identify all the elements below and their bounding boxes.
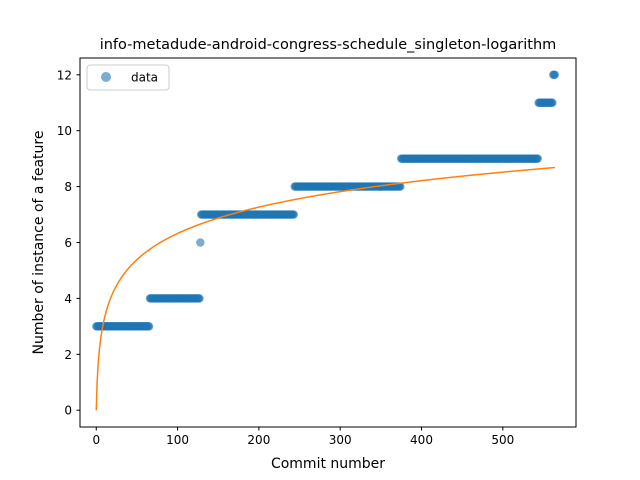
fit-layer — [95, 166, 555, 411]
x-tick-label: 100 — [166, 433, 189, 447]
data-point — [396, 182, 405, 191]
y-axis-ticks: 0 2 4 6 8 10 12 — [57, 68, 80, 418]
y-tick-label: 8 — [64, 180, 72, 194]
x-tick-label: 400 — [410, 433, 433, 447]
legend-label-data: data — [131, 71, 158, 85]
plot-area — [92, 70, 560, 411]
legend-marker-data — [101, 72, 111, 82]
fit-line — [95, 166, 555, 411]
y-tick-label: 2 — [64, 348, 72, 362]
data-point — [289, 210, 299, 219]
x-tick-label: 0 — [92, 433, 100, 447]
y-tick-label: 4 — [64, 292, 72, 306]
data-point — [533, 154, 542, 163]
y-tick-label: 10 — [57, 124, 72, 138]
data-point — [550, 70, 560, 79]
legend: data — [86, 64, 170, 91]
y-tick-label: 12 — [57, 68, 72, 82]
x-axis-label: Commit number — [271, 456, 385, 472]
chart-title: info-metadude-android-congress-schedule_… — [100, 37, 557, 53]
x-axis-ticks: 0 100 200 300 400 500 — [92, 427, 514, 447]
legend-box — [86, 64, 170, 91]
y-tick-label: 6 — [64, 236, 72, 250]
data-point — [548, 98, 557, 107]
data-point — [144, 322, 154, 331]
data-point — [196, 238, 205, 247]
y-axis-label: Number of instance of a feature — [31, 131, 47, 355]
data-point — [195, 294, 204, 303]
x-tick-label: 300 — [329, 433, 352, 447]
x-tick-label: 500 — [491, 433, 514, 447]
x-tick-label: 200 — [247, 433, 270, 447]
y-tick-label: 0 — [64, 404, 72, 418]
